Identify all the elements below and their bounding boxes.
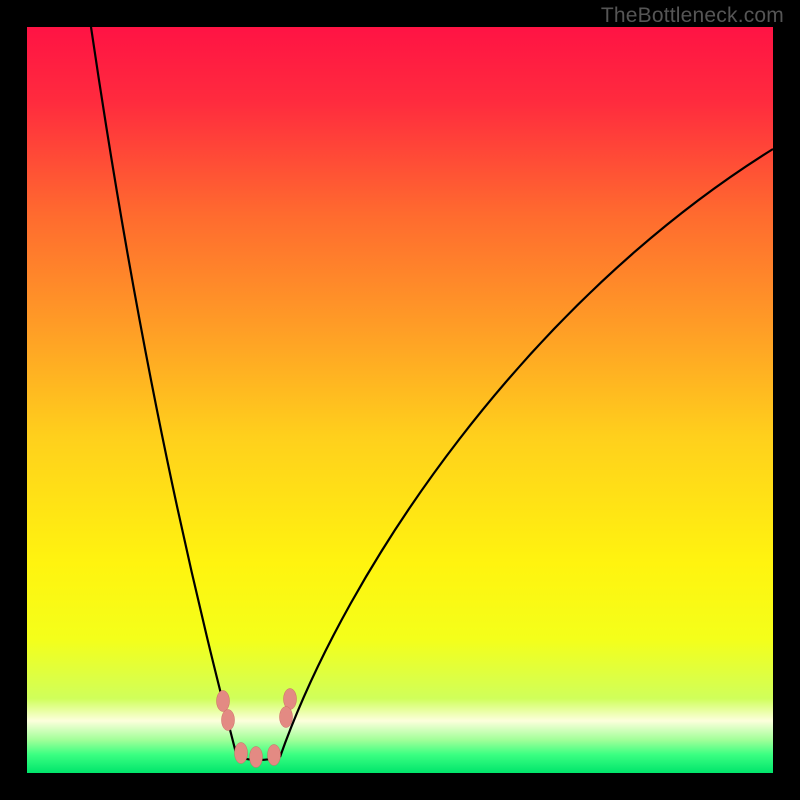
marker-dot [280, 707, 293, 728]
marker-dot [217, 691, 230, 712]
marker-dot [222, 710, 235, 731]
marker-dot [268, 745, 281, 766]
plot-area [27, 27, 773, 773]
marker-dot [235, 743, 248, 764]
marker-group [217, 689, 297, 768]
watermark-text: TheBottleneck.com [601, 4, 784, 28]
marker-dot [250, 747, 263, 768]
bottleneck-curve [27, 27, 773, 773]
curve-left [91, 27, 237, 757]
curve-right [280, 149, 773, 757]
